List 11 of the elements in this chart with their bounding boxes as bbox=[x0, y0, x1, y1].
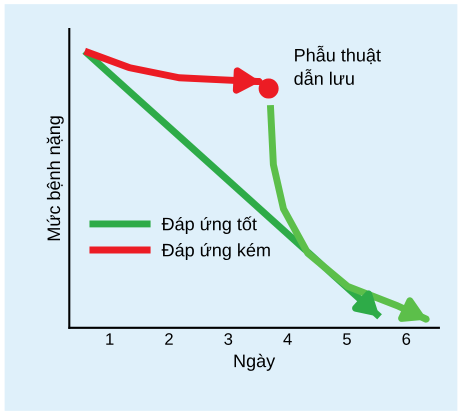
x-tick-label: 5 bbox=[342, 333, 351, 345]
legend-label: Đáp ứng tốt bbox=[162, 216, 257, 234]
x-tick-label: 4 bbox=[283, 333, 292, 345]
x-tick-label: 1 bbox=[106, 333, 114, 345]
x-axis-title: Ngày bbox=[234, 354, 276, 371]
x-tick-label: 6 bbox=[402, 333, 410, 345]
y-axis-title: Mức bệnh nặng bbox=[46, 116, 64, 240]
x-tick-label: 2 bbox=[165, 333, 173, 345]
x-tick-label: 3 bbox=[224, 333, 232, 345]
legend-label: Đáp ứng kém bbox=[162, 243, 270, 260]
annotation: Phẫu thuật dẫn lưu bbox=[294, 46, 381, 85]
